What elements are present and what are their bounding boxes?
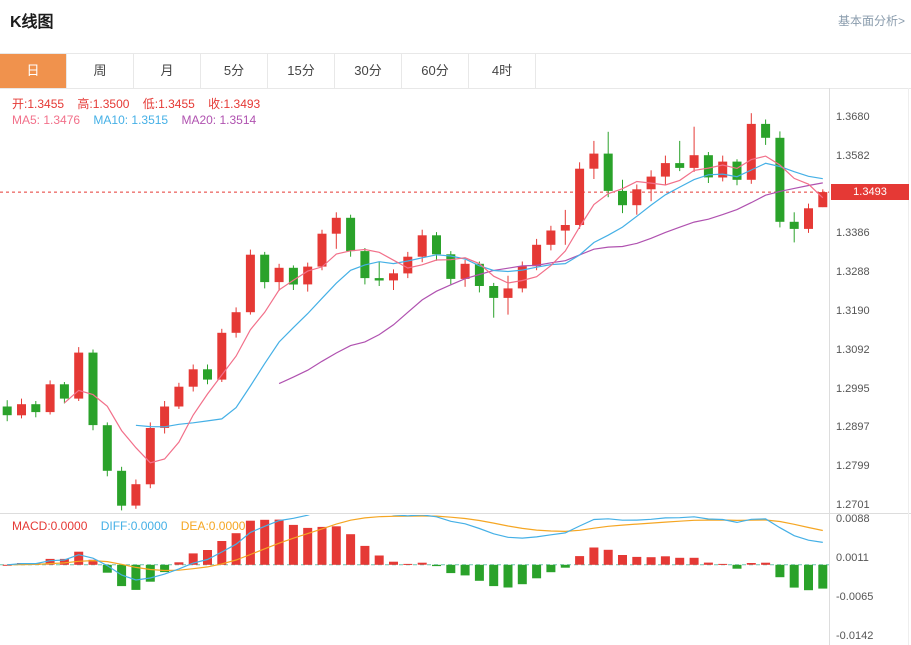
tab-30min[interactable]: 30分 [335,54,402,88]
price-axis-label: 1.3386 [836,227,870,239]
tab-week[interactable]: 周 [67,54,134,88]
macd-axis-label: 0.0011 [836,552,869,564]
page-title: K线图 [10,14,54,31]
current-price-badge: 1.3493 [831,184,909,200]
macd-chart[interactable] [0,515,830,645]
price-axis-label: 1.2701 [836,499,870,511]
macd-axis-label: -0.0065 [836,591,874,603]
price-axis-label: 1.3582 [836,150,870,162]
price-axis-label: 1.2897 [836,421,870,433]
high-readout: 高:1.3500 [77,97,130,111]
tab-4hour[interactable]: 4时 [469,54,536,88]
ma-readout: MA5: 1.3476 MA10: 1.3515 MA20: 1.3514 [12,113,266,127]
price-axis-label: 1.2799 [836,460,870,472]
tab-60min[interactable]: 60分 [402,54,469,88]
macd-axis-label: 0.0088 [836,513,870,525]
tab-month[interactable]: 月 [134,54,201,88]
ma10-readout: MA10: 1.3515 [93,113,169,127]
timeframe-tabbar: 日 周 月 5分 15分 30分 60分 4时 [0,53,911,89]
price-axis-label: 1.3680 [836,111,870,123]
tab-day[interactable]: 日 [0,54,67,88]
tab-15min[interactable]: 15分 [268,54,335,88]
price-axis-label: 1.3190 [836,305,870,317]
ohlc-readout: 开:1.3455 高:1.3500 低:1.3455 收:1.3493 [12,95,270,112]
macd-value-readout: MACD:0.0000 [12,519,88,533]
ma20-readout: MA20: 1.3514 [181,113,257,127]
fundamental-analysis-link[interactable]: 基本面分析> [837,14,905,28]
diff-value-readout: DIFF:0.0000 [100,519,168,533]
dea-value-readout: DEA:0.0000 [180,519,246,533]
right-border-line [908,88,909,645]
open-readout: 开:1.3455 [12,97,65,111]
tab-5min[interactable]: 5分 [201,54,268,88]
macd-readout: MACD:0.0000 DIFF:0.0000 DEA:0.0000 [12,519,255,533]
panel-divider [0,513,911,514]
price-axis-label: 1.2995 [836,383,870,395]
price-axis-label: 1.3092 [836,344,870,356]
axis-separator-line [829,88,830,645]
macd-axis-label: -0.0142 [836,630,874,642]
candlestick-chart[interactable] [0,112,830,513]
close-readout: 收:1.3493 [208,97,261,111]
price-axis-label: 1.3288 [836,266,870,278]
ma5-readout: MA5: 1.3476 [12,113,81,127]
low-readout: 低:1.3455 [142,97,195,111]
